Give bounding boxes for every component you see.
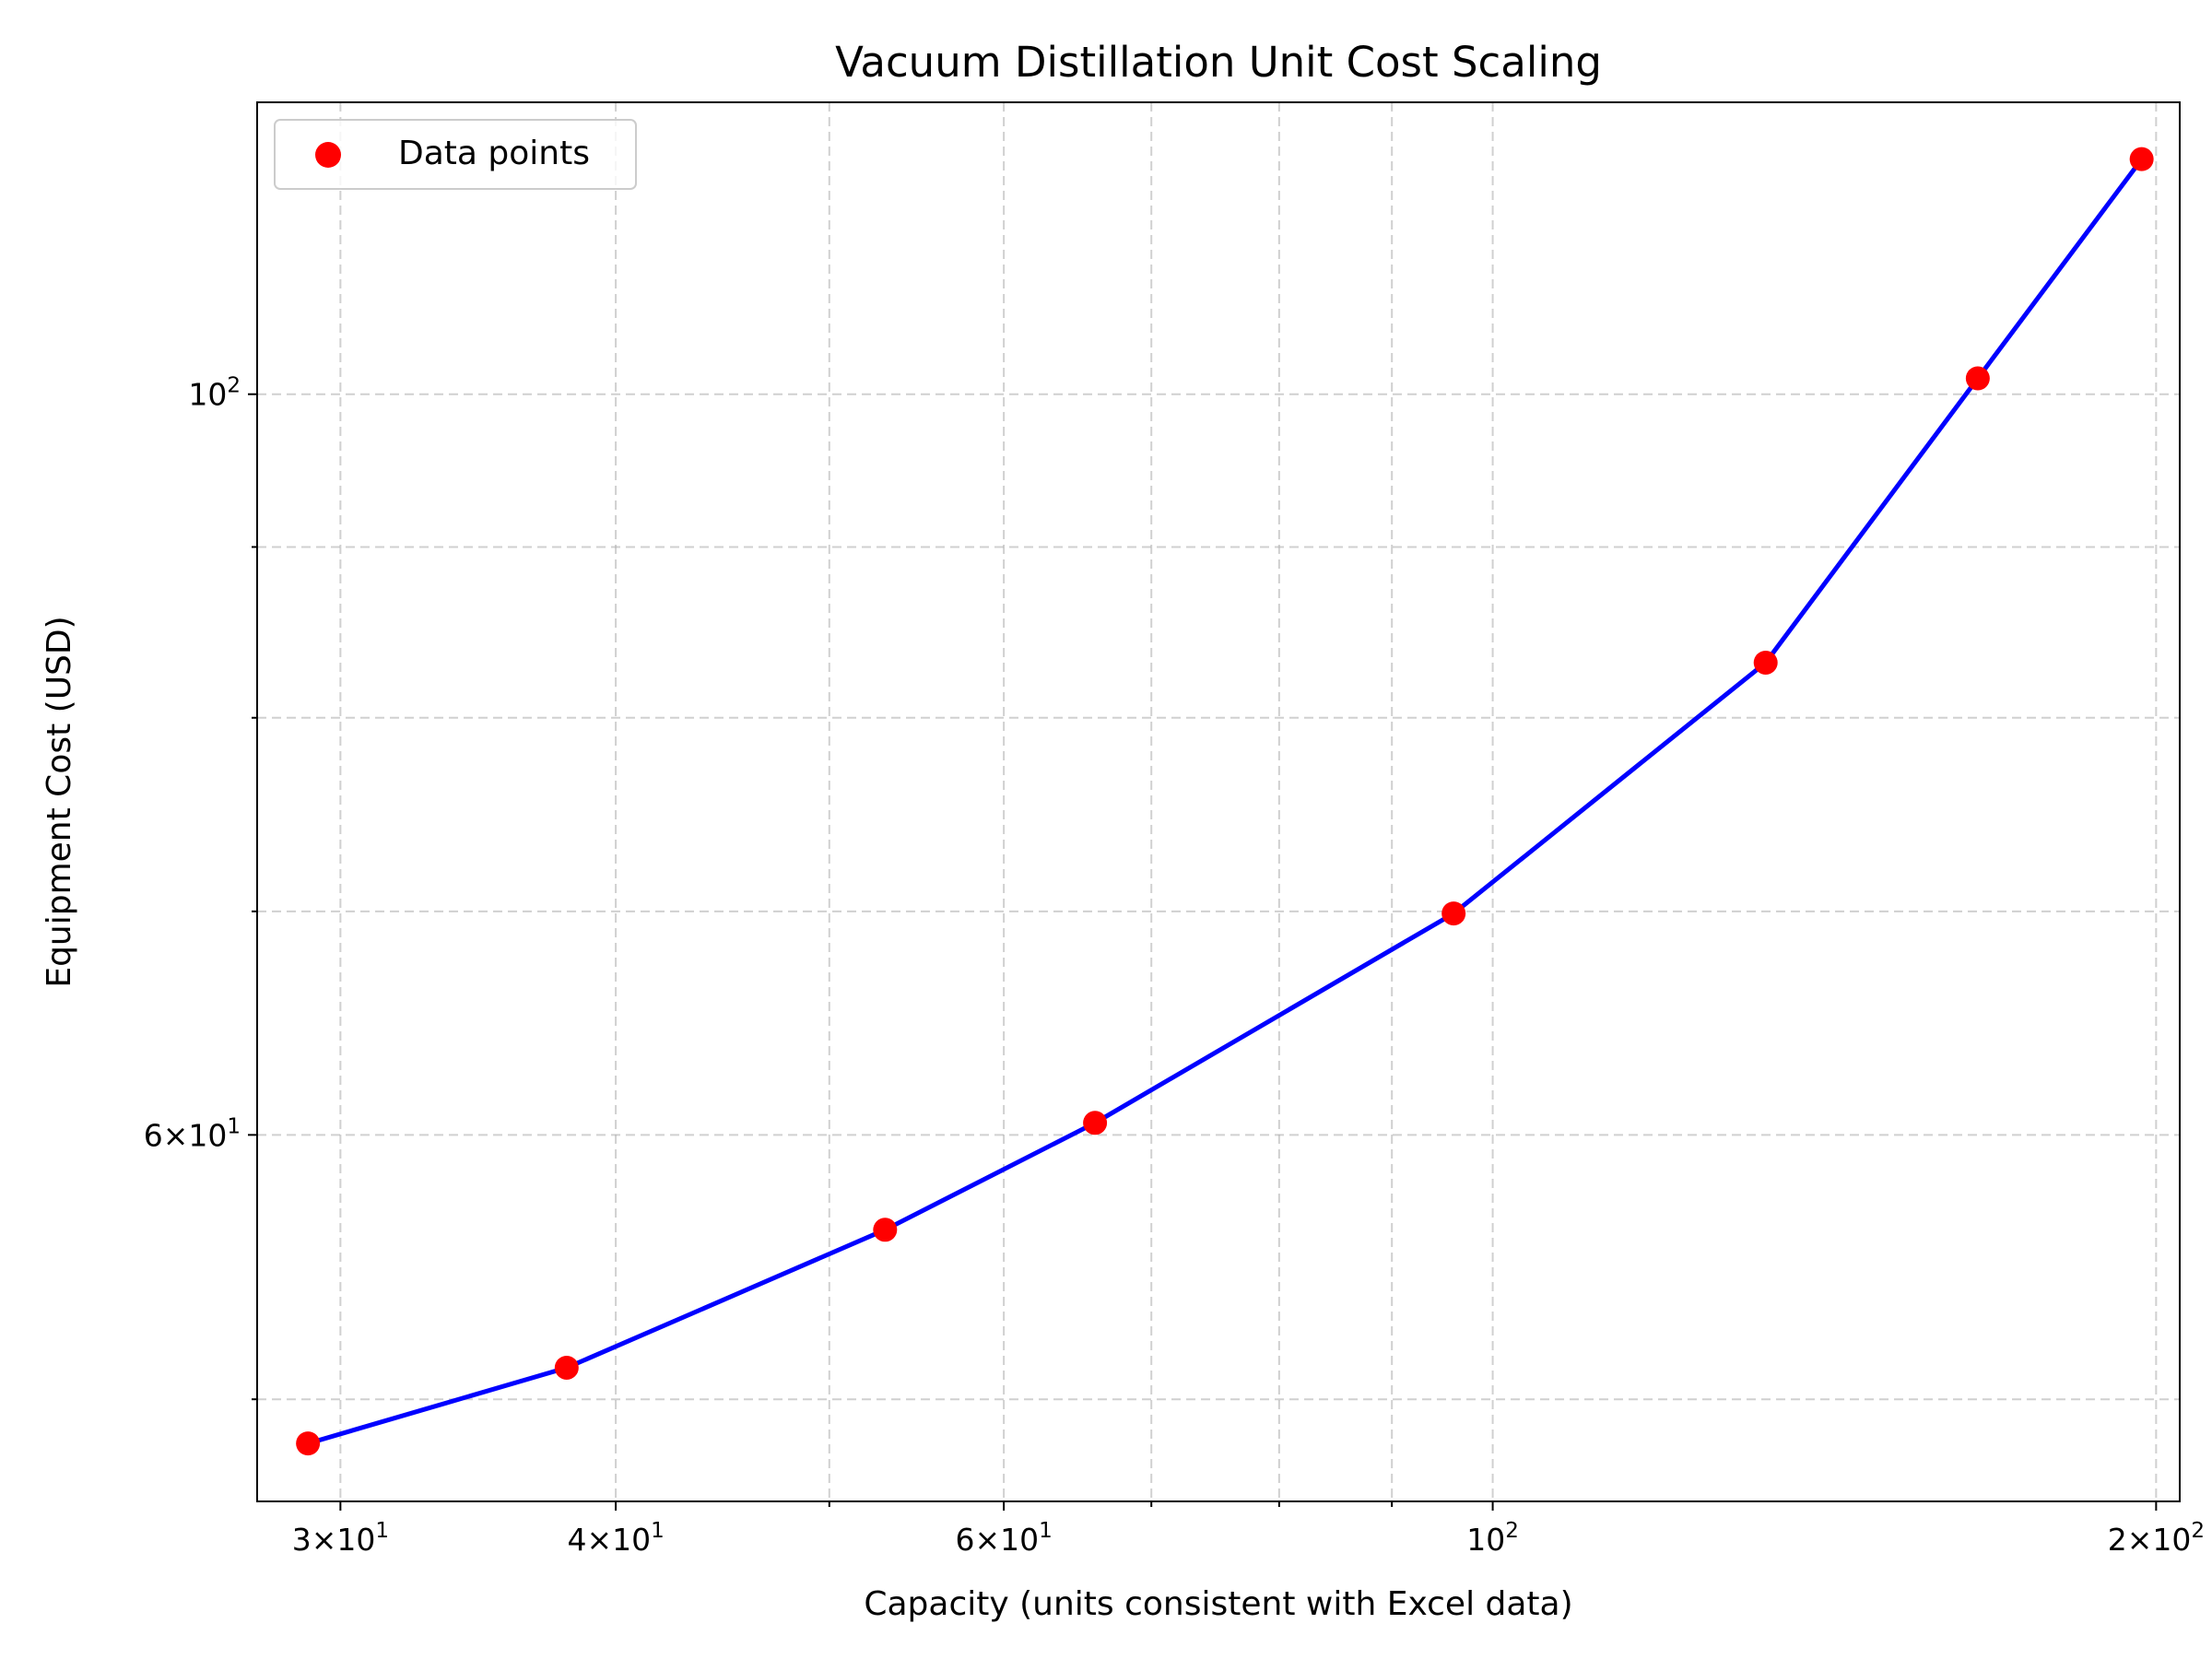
legend: Data points [274, 119, 637, 190]
x-tick-base: 10 [612, 1522, 651, 1558]
x-tick-base: 10 [2152, 1522, 2191, 1558]
legend-label-data-points: Data points [398, 135, 590, 172]
x-tick-label: 6×101 [955, 1519, 1052, 1558]
x-tick-label: 3×101 [292, 1519, 389, 1558]
y-axis-label: Equipment Cost (USD) [41, 616, 78, 987]
y-tick-exponent: 1 [227, 1114, 241, 1138]
legend-marker-data-points [315, 142, 341, 168]
data-point [1965, 366, 1990, 391]
fit-line [305, 157, 2145, 1446]
x-tick-mantissa: 6 [955, 1522, 974, 1558]
y-tick-mantissa: 6 [144, 1117, 163, 1153]
x-tick-exponent: 1 [375, 1519, 389, 1543]
x-tick-base: 10 [336, 1522, 375, 1558]
x-tick-exponent: 2 [2191, 1519, 2205, 1543]
y-tick-times: × [163, 1117, 189, 1153]
x-tick-times: × [586, 1522, 612, 1558]
x-tick-times: × [974, 1522, 1000, 1558]
x-tick-mantissa: 4 [567, 1522, 586, 1558]
y-tick-label: 102 [188, 374, 241, 413]
x-tick-base: 10 [1000, 1522, 1039, 1558]
x-tick-mantissa: 3 [292, 1522, 312, 1558]
y-tick-exponent: 2 [227, 374, 241, 398]
data-point [1083, 1111, 1108, 1135]
data-point [554, 1355, 579, 1380]
data-point [873, 1218, 898, 1242]
data-point [1441, 901, 1466, 926]
x-tick-exponent: 2 [1505, 1519, 1519, 1543]
legend-box [274, 119, 637, 190]
y-tick-base: 10 [188, 1117, 227, 1153]
series-layer [296, 147, 2154, 1456]
x-tick-exponent: 1 [1039, 1519, 1053, 1543]
chart-title: Vacuum Distillation Unit Cost Scaling [835, 38, 1602, 87]
x-tick-label: 2×102 [2108, 1519, 2205, 1558]
y-tick-base: 10 [188, 377, 227, 413]
y-tick-label: 6×101 [144, 1114, 241, 1153]
data-point [1753, 650, 1778, 675]
x-tick-times: × [2127, 1522, 2153, 1558]
x-tick-mantissa: 2 [2108, 1522, 2127, 1558]
x-axis-label: Capacity (units consistent with Excel da… [864, 1585, 1572, 1623]
x-tick-label: 4×101 [567, 1519, 664, 1558]
grid [257, 102, 2180, 1501]
data-point [296, 1431, 321, 1456]
x-tick-times: × [312, 1522, 337, 1558]
data-point [2129, 147, 2154, 171]
x-tick-exponent: 1 [651, 1519, 665, 1543]
x-tick-label: 102 [1466, 1519, 1519, 1558]
x-tick-base: 10 [1466, 1522, 1505, 1558]
plot-frame [256, 101, 2181, 1502]
